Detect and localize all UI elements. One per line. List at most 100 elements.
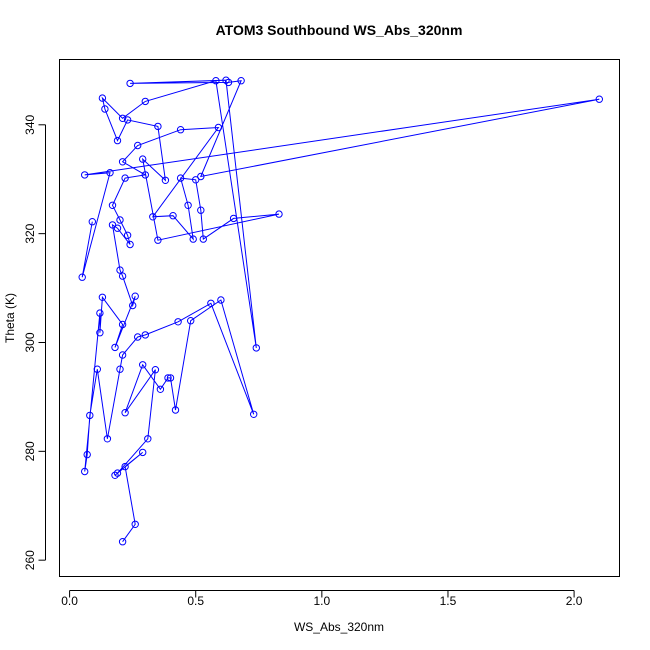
data-point bbox=[116, 365, 124, 373]
y-tick-label: 300 bbox=[23, 332, 37, 352]
data-point bbox=[252, 344, 260, 352]
data-point bbox=[126, 79, 134, 88]
data-point bbox=[118, 538, 127, 546]
data-point bbox=[106, 169, 114, 177]
data-point bbox=[595, 95, 603, 103]
data-point bbox=[229, 214, 238, 223]
data-point bbox=[113, 224, 122, 232]
data-point bbox=[118, 320, 127, 329]
data-point bbox=[111, 471, 119, 479]
y-tick-label: 260 bbox=[23, 550, 37, 570]
data-point bbox=[199, 235, 208, 243]
data-point bbox=[141, 331, 150, 339]
y-tick-label: 320 bbox=[23, 223, 37, 243]
data-point bbox=[184, 201, 192, 210]
chart-title: ATOM3 Southbound WS_Abs_320nm bbox=[216, 22, 463, 38]
data-point bbox=[134, 333, 142, 341]
data-point bbox=[131, 292, 139, 300]
data-point bbox=[237, 77, 245, 85]
data-point bbox=[197, 172, 205, 181]
data-point bbox=[96, 309, 104, 317]
data-point bbox=[217, 296, 225, 304]
data-point bbox=[207, 299, 215, 307]
data-point bbox=[154, 122, 162, 131]
data-point bbox=[118, 351, 127, 359]
data-point bbox=[123, 231, 132, 240]
data-point bbox=[83, 450, 91, 459]
data-point bbox=[78, 273, 86, 281]
x-axis: 0.0 0.5 1.0 1.5 2.0 bbox=[61, 590, 583, 608]
data-point bbox=[118, 272, 127, 280]
data-point bbox=[123, 116, 132, 124]
y-axis: 260 280 300 320 340 bbox=[23, 114, 46, 570]
data-point bbox=[214, 123, 223, 132]
data-point bbox=[118, 114, 127, 123]
data-point bbox=[164, 374, 172, 382]
data-point bbox=[129, 301, 137, 310]
data-point bbox=[250, 410, 258, 418]
data-point bbox=[141, 97, 150, 106]
data-point bbox=[108, 221, 117, 229]
data-point bbox=[98, 94, 107, 102]
plot-area-border bbox=[59, 59, 620, 577]
data-point bbox=[121, 409, 129, 417]
data-point bbox=[212, 77, 220, 85]
data-point bbox=[161, 176, 170, 185]
data-point bbox=[169, 212, 177, 220]
data-point bbox=[116, 216, 124, 224]
data-point bbox=[111, 343, 119, 352]
data-point bbox=[113, 469, 122, 477]
data-point bbox=[81, 171, 89, 179]
y-tick-label: 340 bbox=[23, 114, 37, 134]
data-point bbox=[154, 236, 162, 244]
x-tick-label: 1.5 bbox=[440, 594, 457, 608]
x-tick-label: 0.5 bbox=[187, 594, 204, 608]
data-point bbox=[98, 293, 107, 301]
data-point bbox=[139, 448, 147, 457]
x-axis-label: WS_Abs_320nm bbox=[294, 620, 384, 634]
data-point bbox=[144, 435, 152, 443]
data-point bbox=[113, 136, 122, 145]
data-point bbox=[121, 462, 129, 471]
y-tick-label: 280 bbox=[23, 441, 37, 461]
data-point bbox=[121, 174, 129, 182]
data-point bbox=[166, 374, 175, 382]
data-point bbox=[108, 201, 117, 210]
data-point bbox=[139, 155, 147, 163]
y-axis-label: Theta (K) bbox=[3, 293, 17, 343]
data-point bbox=[192, 176, 200, 184]
data-point bbox=[275, 210, 283, 218]
data-point bbox=[176, 126, 185, 134]
data-point bbox=[176, 174, 185, 182]
data-point bbox=[187, 317, 195, 325]
data-point bbox=[174, 318, 182, 326]
data-point bbox=[101, 105, 109, 113]
data-point bbox=[139, 361, 147, 369]
data-point bbox=[116, 266, 124, 274]
data-point bbox=[197, 206, 205, 214]
data-point bbox=[118, 158, 127, 166]
data-point bbox=[151, 366, 160, 374]
data-point bbox=[93, 365, 102, 373]
data-point bbox=[224, 78, 233, 87]
series-line bbox=[81, 79, 600, 542]
data-point bbox=[134, 141, 142, 150]
x-tick-label: 1.0 bbox=[313, 594, 330, 608]
series-layer bbox=[78, 76, 603, 546]
x-tick-label: 2.0 bbox=[566, 594, 583, 608]
data-point bbox=[171, 406, 180, 414]
data-point bbox=[156, 385, 165, 393]
data-point bbox=[81, 467, 89, 476]
x-tick-label: 0.0 bbox=[61, 594, 78, 608]
data-point bbox=[222, 76, 230, 84]
data-point bbox=[126, 240, 134, 249]
data-point bbox=[103, 435, 112, 443]
data-point bbox=[149, 213, 157, 221]
data-point bbox=[96, 329, 104, 337]
data-point bbox=[189, 235, 197, 243]
data-point bbox=[86, 411, 94, 420]
data-point bbox=[131, 520, 139, 528]
data-point bbox=[88, 218, 97, 226]
data-point bbox=[141, 171, 150, 179]
